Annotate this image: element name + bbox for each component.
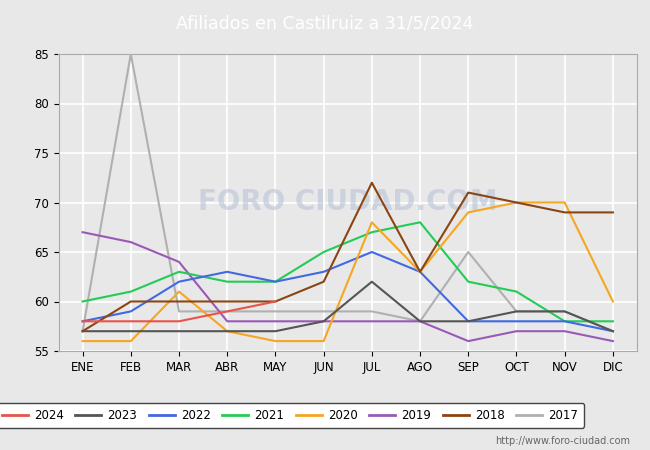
Text: Afiliados en Castilruiz a 31/5/2024: Afiliados en Castilruiz a 31/5/2024: [176, 14, 474, 33]
Legend: 2024, 2023, 2022, 2021, 2020, 2019, 2018, 2017: 2024, 2023, 2022, 2021, 2020, 2019, 2018…: [0, 403, 584, 428]
Text: http://www.foro-ciudad.com: http://www.foro-ciudad.com: [495, 436, 630, 446]
Text: FORO CIUDAD.COM: FORO CIUDAD.COM: [198, 189, 497, 216]
